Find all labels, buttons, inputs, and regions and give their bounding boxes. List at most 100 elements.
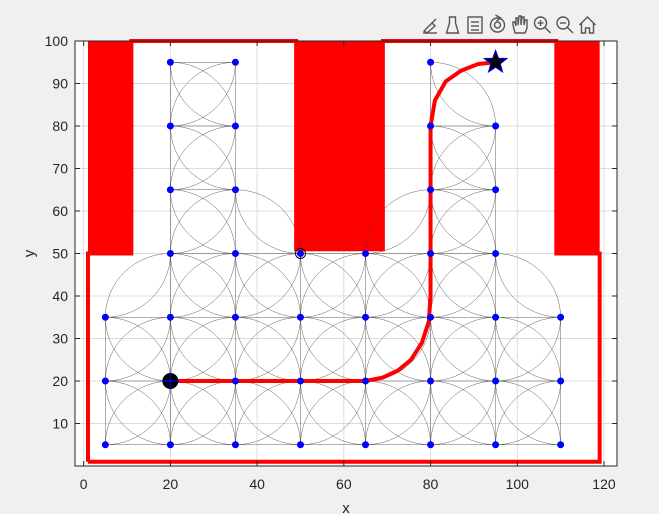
zoom-in-icon[interactable]: [533, 15, 553, 35]
roadmap-arc: [430, 253, 496, 318]
roadmap-arc: [170, 125, 236, 190]
y-axis-label: y: [21, 249, 38, 257]
planned-path: [168, 60, 498, 383]
roadmap-arc: [430, 380, 496, 445]
y-tick-label: 50: [52, 246, 68, 262]
roadmap-arc: [495, 380, 561, 445]
y-tick-label: 100: [45, 33, 69, 49]
home-icon[interactable]: [578, 15, 598, 35]
roadmap-arc: [170, 62, 236, 127]
roadmap-arc: [365, 380, 431, 445]
zoom-out-icon[interactable]: [555, 15, 575, 35]
obstacle-regions: [88, 41, 600, 254]
path-line: [168, 60, 498, 383]
roadmap-node: [166, 58, 174, 66]
x-tick-label: 120: [592, 476, 616, 492]
boundary-line: [86, 39, 602, 464]
roadmap-node: [231, 250, 239, 257]
roadmap-arc: [430, 125, 496, 190]
roadmap-arc: [235, 253, 301, 318]
x-tick-label: 0: [80, 476, 88, 492]
x-tick-label: 40: [249, 476, 265, 492]
roadmap-arc: [235, 317, 301, 382]
roadmap-arc: [105, 253, 171, 318]
obstacle-block: [296, 41, 383, 250]
boundary-outline: [86, 39, 602, 464]
roadmap-node: [427, 313, 435, 321]
roadmap-arc: [430, 189, 496, 254]
roadmap-node: [231, 186, 239, 194]
roadmap-node: [296, 377, 304, 385]
toolbar-hit-area: [578, 15, 598, 35]
roadmap-node: [492, 441, 500, 449]
y-tick-label: 90: [52, 76, 68, 92]
axis-ticks: 0 20 40 60 80 100 120 10 20 30 40 50 60 70 80 90 100: [45, 33, 617, 492]
roadmap-arc: [430, 189, 496, 254]
toolbar-hit-area: [443, 15, 463, 35]
roadmap-node: [166, 122, 174, 130]
roadmap-arc: [170, 253, 236, 318]
roadmap-arc: [365, 317, 431, 382]
roadmap-arc: [170, 189, 236, 254]
y-tick-label: 30: [52, 331, 68, 347]
roadmap-arc: [105, 317, 171, 382]
roadmap-arc: [495, 253, 561, 318]
roadmap-arc: [300, 253, 366, 318]
roadmap-arc: [365, 380, 431, 445]
obstacle-block: [556, 41, 600, 254]
roadmap-arc: [235, 317, 301, 382]
roadmap-arc: [430, 317, 496, 382]
roadmap-node: [101, 441, 109, 449]
y-tick-label: 40: [52, 288, 68, 304]
roadmap-arc: [430, 62, 496, 127]
roadmap-node: [492, 250, 500, 257]
roadmap-node: [427, 250, 435, 257]
obstacle-block: [88, 41, 132, 254]
x-axis-label: x: [342, 500, 350, 514]
figure-toolbar: [420, 14, 598, 35]
roadmap-node: [362, 441, 370, 449]
roadmap-arc: [235, 189, 301, 254]
roadmap-node: [166, 441, 174, 449]
roadmap-node: [557, 441, 565, 449]
roadmap-arc: [105, 380, 171, 445]
brush-icon[interactable]: [420, 15, 440, 35]
roadmap-arc: [300, 253, 366, 318]
roadmap-node: [296, 250, 304, 257]
roadmap-node: [231, 58, 239, 66]
roadmap-node: [557, 313, 565, 321]
x-tick-label: 20: [163, 476, 179, 492]
roadmap-arc: [170, 317, 236, 382]
y-tick-label: 80: [52, 118, 68, 134]
x-tick-label: 80: [423, 476, 439, 492]
roadmap-node: [492, 313, 500, 321]
roadmap-arc: [495, 317, 561, 382]
y-tick-label: 70: [52, 161, 68, 177]
roadmap-arc: [105, 253, 171, 318]
data-tip-icon[interactable]: [465, 15, 485, 35]
rotate-3d-icon[interactable]: [488, 14, 508, 35]
goal-star-marker: [482, 48, 509, 74]
erase-icon[interactable]: [443, 15, 463, 35]
roadmap-node: [231, 313, 239, 321]
roadmap-arc: [430, 380, 496, 445]
roadmap-arc: [105, 317, 171, 382]
roadmap-arc: [300, 253, 366, 318]
roadmap-arc: [235, 380, 301, 445]
roadmap-node: [166, 186, 174, 194]
pan-icon[interactable]: [510, 15, 530, 35]
roadmap-arc: [170, 253, 236, 318]
roadmap-arc: [300, 317, 366, 382]
roadmap-node: [101, 377, 109, 385]
roadmap-edges: [105, 62, 561, 445]
roadmap-node: [362, 377, 370, 385]
roadmap-node: [427, 122, 435, 130]
roadmap-arc: [300, 253, 366, 318]
roadmap-arc: [105, 380, 171, 445]
roadmap-node: [427, 186, 435, 194]
roadmap-arc: [495, 380, 561, 445]
roadmap-arc: [170, 189, 236, 254]
roadmap-node: [492, 377, 500, 385]
roadmap-arc: [170, 189, 236, 254]
